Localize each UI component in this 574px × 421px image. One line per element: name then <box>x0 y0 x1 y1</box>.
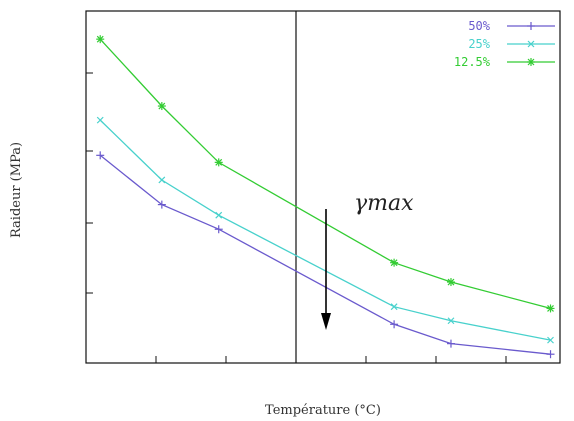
data-point-2-2 <box>214 158 223 167</box>
legend-marker-2 <box>527 58 535 66</box>
x-axis-label: Température (°C) <box>265 403 381 418</box>
data-point-2-0 <box>96 35 105 44</box>
series-line-0 <box>99 154 551 355</box>
data-point-0-1 <box>157 200 166 209</box>
legend-label-2: 12.5% <box>454 55 491 69</box>
legend: 50% 25% 12.5% <box>454 19 555 69</box>
series-0 <box>96 151 555 359</box>
legend-marker-1 <box>527 40 535 48</box>
data-point-0-2 <box>214 225 223 234</box>
data-point-1-5 <box>547 336 554 344</box>
legend-label-0: 50% <box>468 19 490 33</box>
y-axis-label: Raideur (MPa) <box>9 142 24 238</box>
series-line-2 <box>99 38 551 310</box>
axis-ticks <box>86 72 507 363</box>
data-point-2-5 <box>546 304 555 313</box>
data-point-1-2 <box>215 211 223 219</box>
legend-label-1: 25% <box>468 37 490 51</box>
series-2 <box>96 35 555 313</box>
data-point-2-3 <box>390 258 399 267</box>
data-point-1-4 <box>447 317 455 325</box>
legend-marker-0 <box>527 22 535 30</box>
annotation-layer: γmax <box>321 191 414 330</box>
series-1 <box>96 116 554 344</box>
data-point-0-0 <box>96 151 105 160</box>
data-point-0-5 <box>546 350 555 359</box>
data-point-0-3 <box>390 320 399 329</box>
data-point-1-0 <box>96 116 104 124</box>
data-point-2-1 <box>157 102 166 111</box>
series-layer <box>96 35 555 359</box>
data-point-1-1 <box>158 176 166 184</box>
annotation-arrow-head <box>321 313 331 330</box>
data-point-0-4 <box>446 339 455 348</box>
annotation-gamma-max: γmax <box>354 191 414 216</box>
series-line-1 <box>99 119 551 341</box>
data-point-1-3 <box>390 303 398 311</box>
data-point-2-4 <box>446 278 455 287</box>
plot-frame <box>85 10 561 364</box>
